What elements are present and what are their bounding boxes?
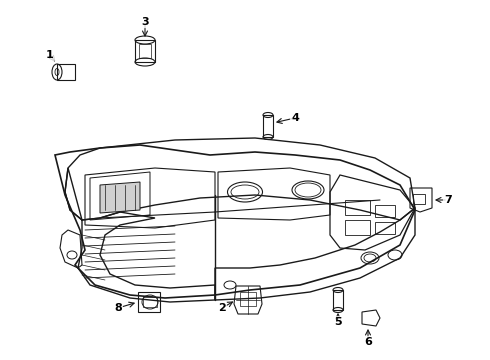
Bar [375, 205, 395, 217]
Bar [333, 290, 343, 310]
Text: 2: 2 [218, 303, 226, 313]
Bar [375, 222, 395, 234]
Bar [139, 44, 151, 58]
Bar [143, 297, 157, 307]
Bar [413, 194, 425, 204]
Bar [345, 200, 370, 215]
Bar [345, 220, 370, 235]
Bar [263, 115, 273, 137]
Polygon shape [100, 182, 140, 213]
Text: 4: 4 [291, 113, 299, 123]
Text: 7: 7 [444, 195, 452, 205]
Text: 6: 6 [364, 337, 372, 347]
Bar [240, 292, 256, 306]
Bar [135, 40, 155, 62]
Bar [138, 292, 160, 312]
Text: 3: 3 [141, 17, 149, 27]
Text: 5: 5 [334, 317, 342, 327]
Text: 1: 1 [46, 50, 54, 60]
Text: 8: 8 [114, 303, 122, 313]
